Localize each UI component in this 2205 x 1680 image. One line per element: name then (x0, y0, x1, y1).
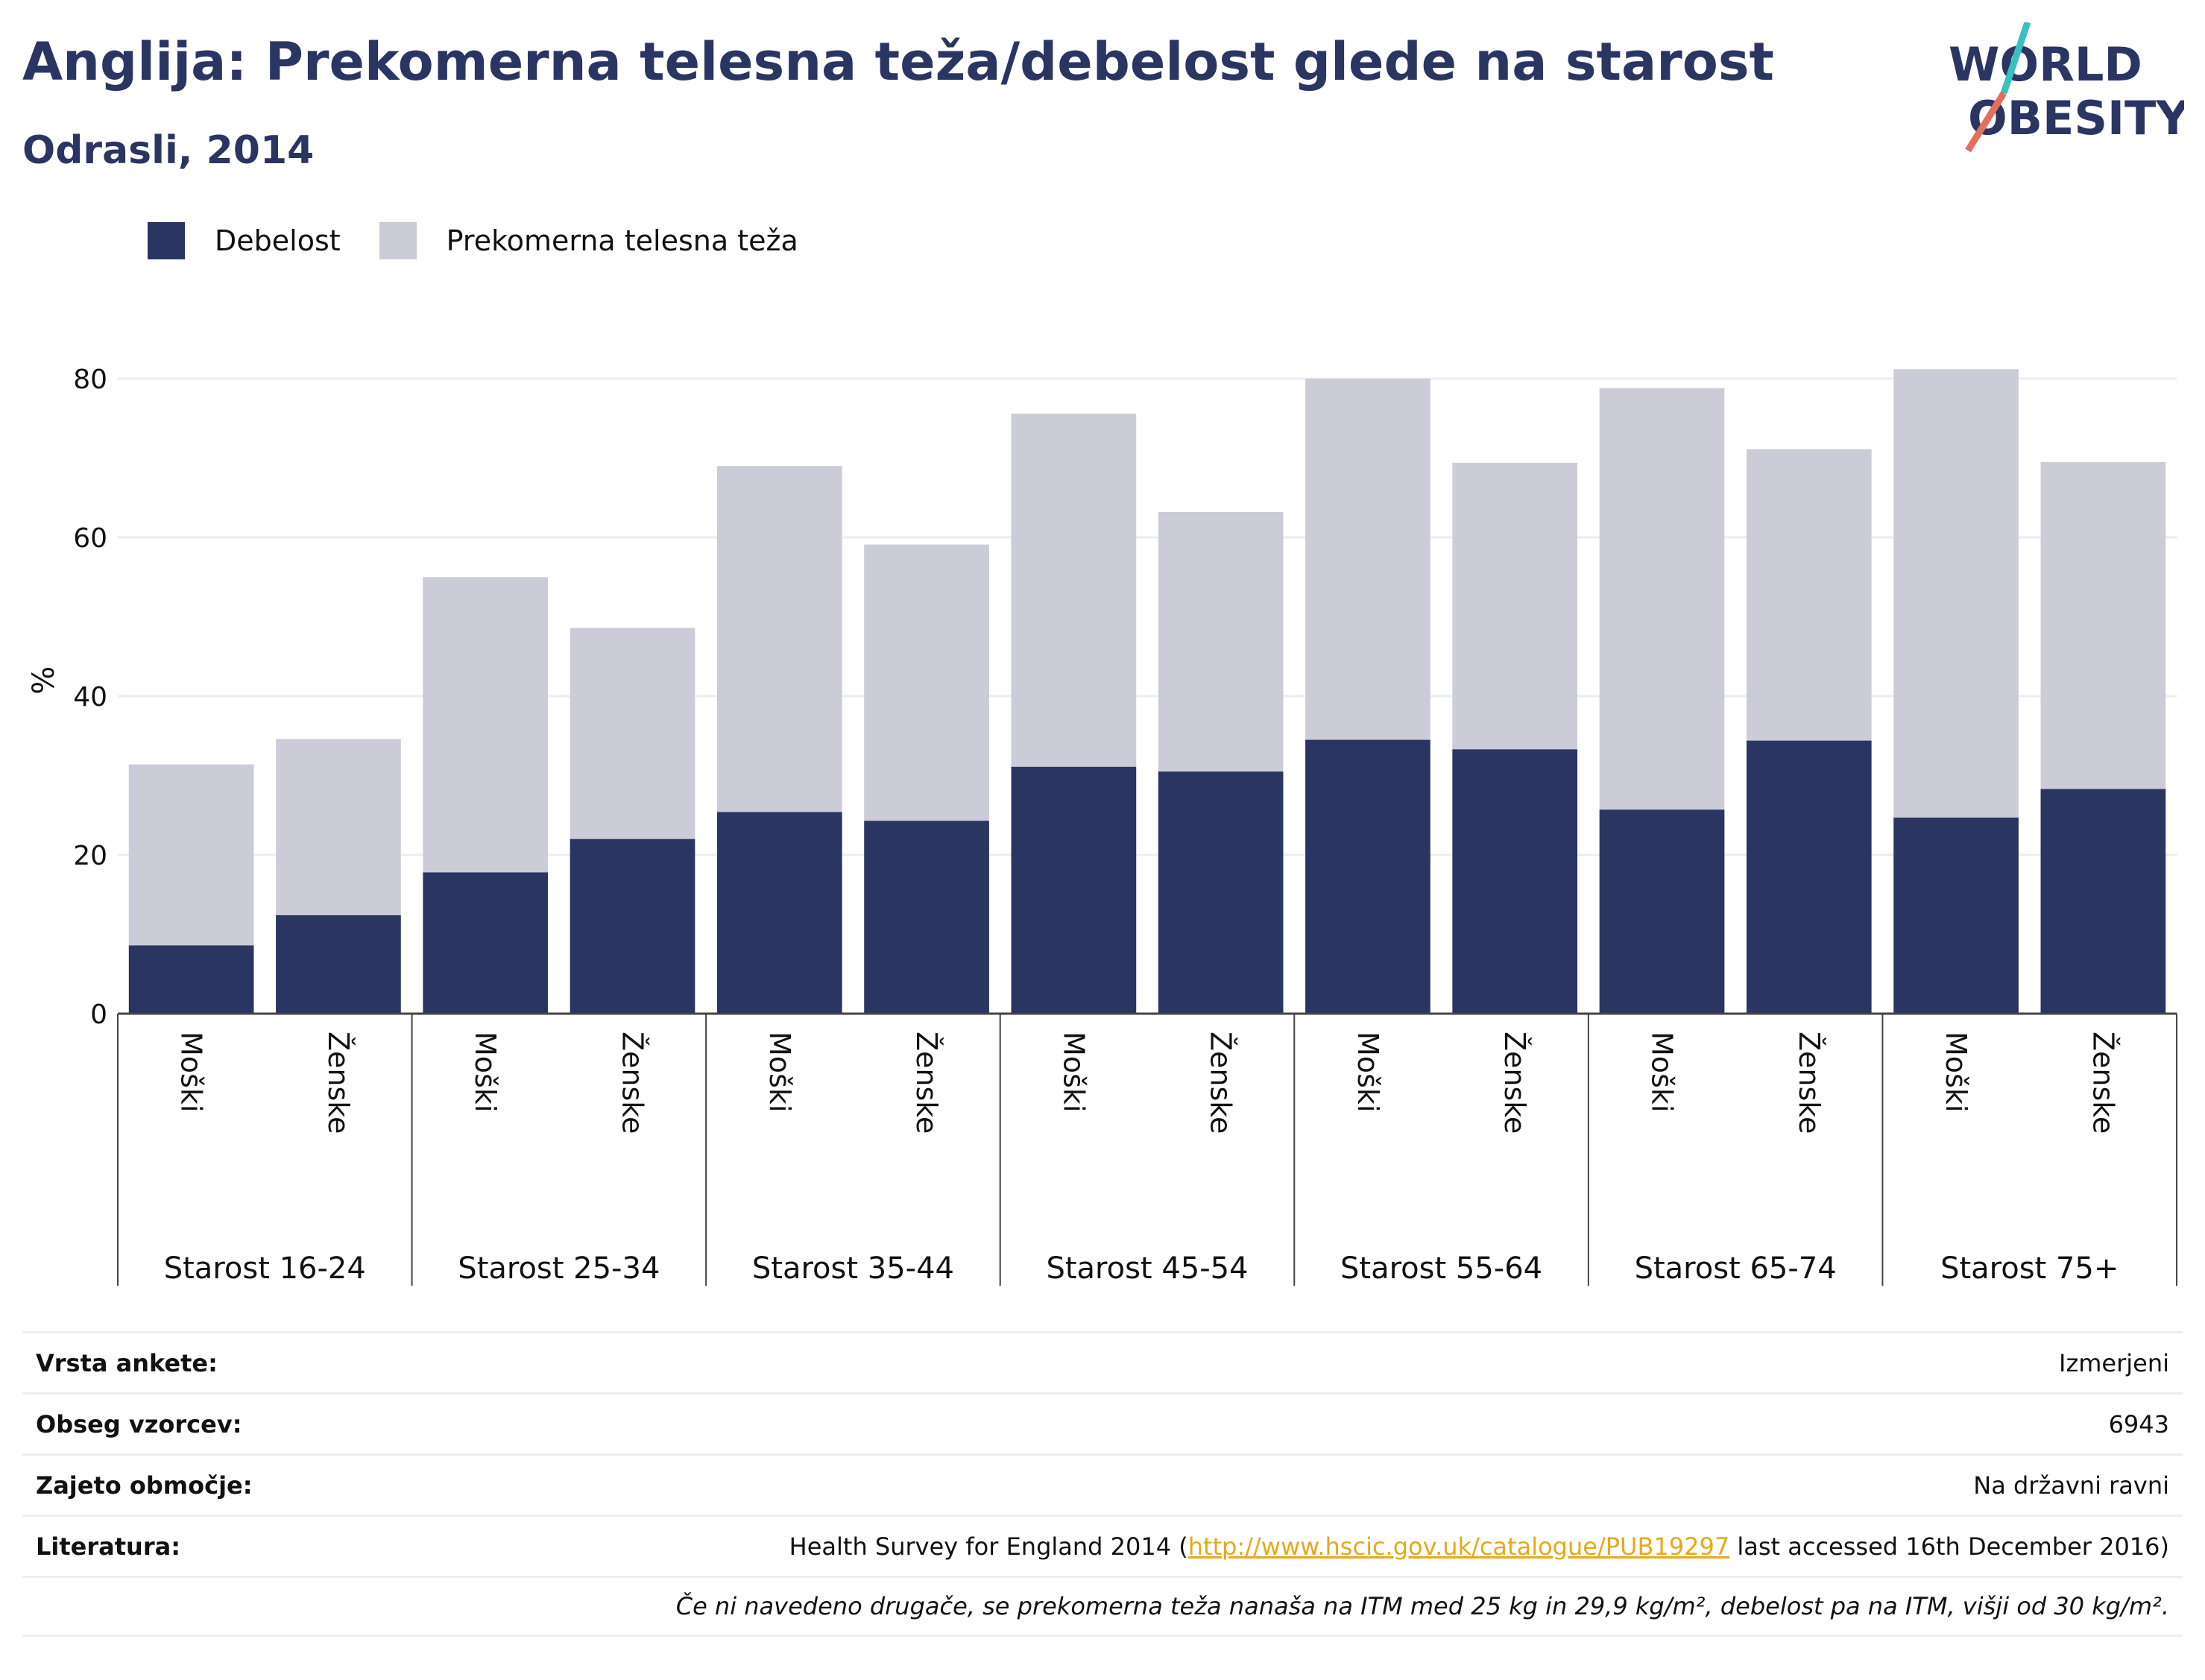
x-group-label: Starost 65-74 (1635, 1251, 1837, 1286)
x-category-label: Ženske (910, 1032, 943, 1134)
survey-info-table: Vrsta ankete: Izmerjeni Obseg vzorcev: 6… (22, 1331, 2183, 1637)
bar-overweight (128, 764, 254, 946)
y-tick-label: 0 (90, 1000, 107, 1030)
legend-label-overweight: Prekomerna telesna teža (446, 224, 798, 257)
bar-obesity (864, 821, 989, 1014)
bar-overweight (1746, 449, 1872, 741)
info-value: 6943 (2108, 1409, 2169, 1439)
bar-obesity (2040, 789, 2166, 1014)
bar-obesity (128, 945, 254, 1014)
info-value: Izmerjeni (2059, 1348, 2169, 1377)
x-category-label: Ženske (1205, 1032, 1237, 1134)
literature-prefix: Health Survey for England 2014 ( (789, 1532, 1188, 1561)
x-category-label: Moški (469, 1032, 502, 1112)
info-label: Literatura: (36, 1532, 180, 1561)
legend-swatch-overweight (379, 222, 417, 259)
x-category-label: Ženske (1498, 1032, 1531, 1134)
info-label: Zajeto območje: (36, 1471, 253, 1500)
stacked-bar-chart: 0 20 40 60 80% Moški Ženske Starost 16-24 Moški Ž… (27, 364, 2177, 1286)
info-label: Obseg vzorcev: (36, 1409, 242, 1439)
info-row-survey-type: Vrsta ankete: Izmerjeni (22, 1331, 2183, 1392)
bar-overweight (570, 628, 695, 839)
legend-label-obesity: Debelost (215, 224, 341, 257)
x-category-label: Moški (1351, 1032, 1384, 1112)
bar-overweight (2040, 461, 2166, 789)
info-row-coverage: Zajeto območje: Na državni ravni (22, 1453, 2183, 1515)
x-category-label: Ženske (2086, 1032, 2119, 1134)
info-label: Vrsta ankete: (36, 1348, 218, 1377)
chart-title: Anglija: Prekomerna telesna teža/debelos… (22, 31, 1774, 92)
bar-overweight (423, 577, 549, 873)
x-category-label: Moški (1057, 1032, 1090, 1112)
x-category-label: Ženske (1793, 1032, 1826, 1134)
bar-obesity (276, 915, 401, 1014)
bar-obesity (1305, 739, 1430, 1014)
bar-overweight (1599, 388, 1725, 810)
y-tick-label: 40 (73, 682, 107, 713)
bar-overweight (276, 739, 401, 915)
logo-line-2: OBESITY (1968, 91, 2184, 145)
chart-subtitle: Odrasli, 2014 (22, 128, 315, 173)
y-tick-label: 60 (73, 523, 107, 554)
bar-overweight (1452, 462, 1578, 750)
y-tick-label: 20 (73, 841, 107, 871)
x-group-label: Starost 25-34 (458, 1251, 660, 1286)
x-group-label: Starost 35-44 (752, 1251, 954, 1286)
logo-slash-coral (1965, 91, 2007, 153)
x-group-label: Starost 16-24 (164, 1251, 366, 1286)
x-group-label: Starost 75+ (1940, 1251, 2119, 1286)
bar-obesity (570, 839, 695, 1014)
literature-suffix: last accessed 16th December 2016) (1729, 1532, 2169, 1561)
x-group-label: Starost 55-64 (1340, 1251, 1542, 1286)
x-category-label: Moški (1646, 1032, 1679, 1112)
legend-swatch-obesity (148, 222, 185, 259)
y-tick-label: 80 (73, 364, 107, 395)
bmi-note: Če ni navedeno drugače, se prekomerna te… (675, 1592, 2169, 1620)
bar-overweight (1305, 379, 1430, 740)
bar-obesity (1452, 749, 1578, 1014)
x-category-label: Moški (763, 1032, 796, 1112)
literature-link[interactable]: http://www.hscic.gov.uk/catalogue/PUB192… (1187, 1532, 1730, 1561)
bar-overweight (716, 466, 842, 812)
x-category-label: Ženske (616, 1032, 649, 1134)
bar-overweight (1893, 369, 2019, 818)
bar-obesity (1893, 817, 2019, 1014)
legend: Debelost Prekomerna telesna teža (148, 220, 837, 262)
info-value: Health Survey for England 2014 (http://w… (789, 1532, 2169, 1561)
x-category-label: Moški (175, 1032, 208, 1112)
world-obesity-logo: WORLD OBESITY (1949, 22, 2184, 153)
x-group-label: Starost 45-54 (1046, 1251, 1248, 1286)
bar-overweight (1158, 511, 1284, 772)
bar-overweight (1011, 413, 1137, 767)
info-value: Na državni ravni (1973, 1471, 2169, 1500)
info-row-sample-size: Obseg vzorcev: 6943 (22, 1392, 2183, 1453)
bar-overweight (864, 544, 989, 821)
logo-line-1: WORLD (1949, 37, 2142, 92)
bar-obesity (1746, 740, 1872, 1014)
y-axis-label: % (27, 666, 61, 695)
bar-obesity (423, 872, 549, 1014)
bar-obesity (1599, 809, 1725, 1014)
x-category-label: Moški (1940, 1032, 1972, 1112)
bar-obesity (716, 812, 842, 1014)
logo-slash-teal (2000, 22, 2031, 95)
info-row-note: Če ni navedeno drugače, se prekomerna te… (22, 1576, 2183, 1637)
x-category-label: Ženske (322, 1032, 355, 1134)
bar-obesity (1011, 766, 1137, 1014)
info-row-literature: Literatura: Health Survey for England 20… (22, 1515, 2183, 1576)
bar-obesity (1158, 771, 1284, 1014)
